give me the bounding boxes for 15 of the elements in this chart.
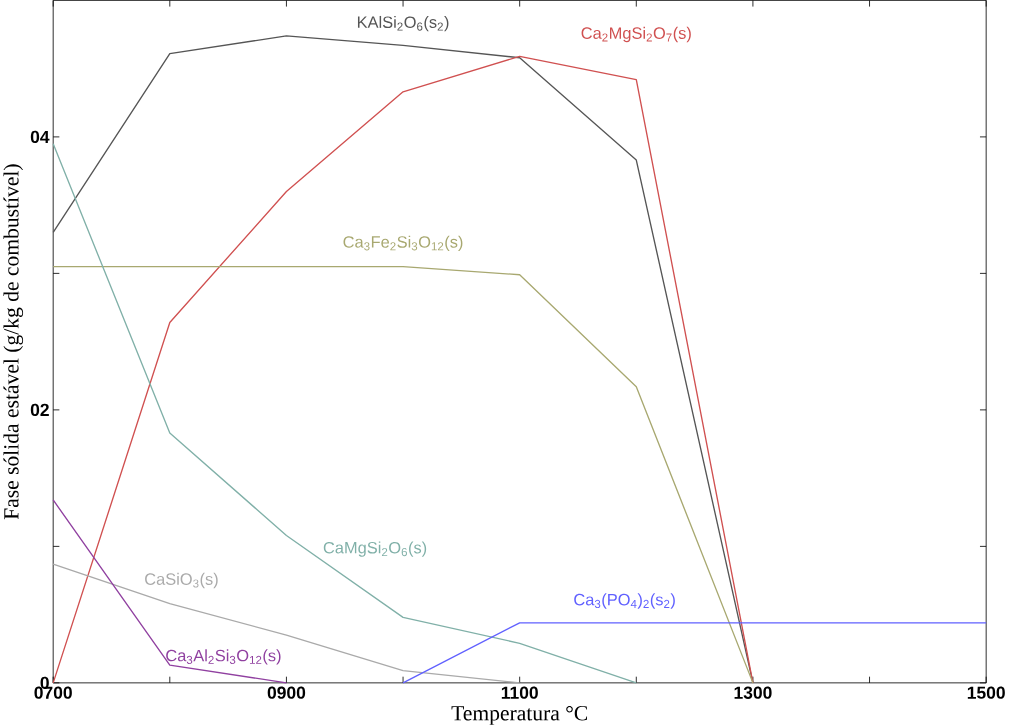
y-tick-label: 02 (30, 403, 49, 416)
text: Ca$_{3}$Al$_{2}$Si$_{3}$O$_{12}$(s) (166, 649, 281, 665)
text: Ca$_{3}$Fe$_{2}$Si$_{3}$O$_{12}$(s) (343, 235, 463, 251)
x-axis-title: Temperatura °C (451, 705, 588, 725)
y-tick-label: 04 (30, 130, 50, 143)
series-label: Ca$_{2}$MgSi$_{2}$O$_{7}$(s) (581, 26, 691, 43)
text: Ca$_{3}$(PO$_{4}$)$_{2}$(s$_{2}$) (574, 593, 675, 609)
series-label: CaMgSi$_{2}$O$_{6}$(s) (323, 541, 427, 557)
x-tick-label: 1100 (501, 686, 538, 699)
series-label: CaSiO$_{3}$(s) (145, 572, 218, 589)
y-axis-title: Fase sólida estável (g/kg de combustível) (3, 164, 24, 520)
x-tick-label: 1300 (734, 686, 772, 699)
x-tick-label: 1500 (967, 686, 1005, 699)
series-label: KAlSi$_{2}$O$_{6}$(s$_{2}$) (357, 15, 449, 32)
x-tick-label: 0900 (267, 686, 306, 699)
